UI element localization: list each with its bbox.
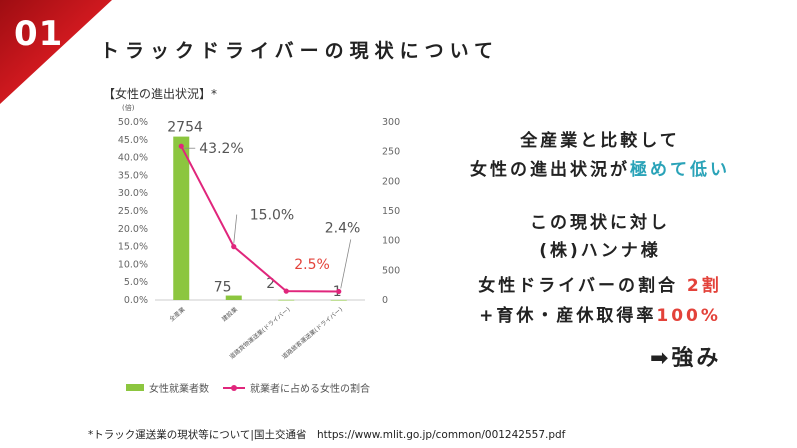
y-left-tick-label: 25.0% <box>118 206 148 217</box>
legend-item-line: 就業者に占める女性の割合 <box>223 380 370 395</box>
line-value-label: 43.2% <box>199 141 243 157</box>
y-left-tick-label: 30.0% <box>118 188 148 199</box>
slide-title: トラックドライバーの現状について <box>100 40 500 62</box>
y-left-tick-label: 10.0% <box>118 259 148 270</box>
bar <box>173 136 190 300</box>
chart-title: 【女性の進出状況】* <box>103 87 218 101</box>
x-tick-label: 道路旅客運送業(ドライバー) <box>280 305 344 360</box>
x-tick-label: 建設業 <box>220 305 239 323</box>
line-value-label: 15.0% <box>250 208 294 224</box>
legend-line-swatch <box>223 383 245 393</box>
y-right-tick-label: 1000 <box>382 236 400 247</box>
message-line-5: 女性ドライバーの割合 2割 <box>410 271 790 296</box>
series-line <box>180 145 339 293</box>
bar <box>225 295 242 300</box>
message-line-2-highlight: 極めて低い <box>630 160 730 180</box>
line-point <box>178 143 184 149</box>
legend-item-bar: 女性就業者数 <box>126 380 209 395</box>
message-line-3: この現状に対し <box>530 213 670 233</box>
y-left-tick-label: 0.0% <box>124 295 148 306</box>
message-line-1: 全産業と比較して <box>520 131 680 151</box>
message-line-6-highlight: 100% <box>656 306 721 326</box>
y-right-tick-label: 500 <box>382 265 400 276</box>
y-right-tick-label: 0 <box>382 295 388 306</box>
y-right-tick-label: 2500 <box>382 147 400 158</box>
y-left-tick-label: 35.0% <box>118 170 148 181</box>
line-point <box>283 288 289 294</box>
data-label-leader <box>340 239 352 289</box>
chart: (倍) 0.0% 5.0% 10.0% 15.0% 20.0% 25.0% 30.0% 35.0… <box>118 103 400 361</box>
message-line-4: (株)ハンナ様 <box>539 241 661 261</box>
y-left-tick-label: 40.0% <box>118 153 148 164</box>
y-right-tick-label: 1500 <box>382 206 400 217</box>
y-left-tick-label: 15.0% <box>118 242 148 253</box>
legend-bar-label: 女性就業者数 <box>149 384 209 395</box>
data-label-leader <box>233 214 238 244</box>
y-right-tick-label: 3000 <box>382 117 400 128</box>
bar-value-label: 2754 <box>167 120 203 136</box>
bar <box>278 299 295 301</box>
legend-bar-swatch <box>126 384 144 391</box>
y-left-tick-label: 50.0% <box>118 117 148 128</box>
message-line-2: 女性の進出状況が極めて低い <box>410 155 790 180</box>
legend-line-label: 就業者に占める女性の割合 <box>250 384 370 395</box>
message-line-5-highlight: 2割 <box>686 276 722 296</box>
y-left-tick-label: 20.0% <box>118 224 148 235</box>
x-tick-label: 全産業 <box>168 305 187 323</box>
y-axis-unit-label: (倍) <box>122 103 135 112</box>
conclusion-text: ➡強み <box>650 346 722 371</box>
y-left-tick-label: 45.0% <box>118 135 148 146</box>
line-point <box>231 244 237 250</box>
bar <box>330 299 347 301</box>
x-tick-label: 道路貨物運送業(ドライバー) <box>228 305 292 360</box>
corner-decoration <box>0 0 112 104</box>
chart-legend: 女性就業者数 就業者に占める女性の割合 <box>126 380 370 395</box>
source-footnote: *トラック運送業の現状等について|国土交通省 https://www.mlit.… <box>88 429 566 441</box>
bar-value-label: 2 <box>266 276 275 292</box>
message-line-2-prefix: 女性の進出状況が <box>470 160 630 180</box>
line-value-label: 2.5% <box>294 257 330 273</box>
bar-value-label: 75 <box>214 280 232 296</box>
message-line-5-prefix: 女性ドライバーの割合 <box>478 276 678 296</box>
y-left-tick-label: 5.0% <box>124 277 148 288</box>
message-line-6: +育休・産休取得率100% <box>410 301 790 326</box>
message-line-6-prefix: +育休・産休取得率 <box>479 306 657 326</box>
slide-number: 01 <box>14 14 64 54</box>
y-right-tick-label: 2000 <box>382 176 400 187</box>
line-point <box>336 288 342 295</box>
line-value-label: 2.4% <box>325 220 361 236</box>
